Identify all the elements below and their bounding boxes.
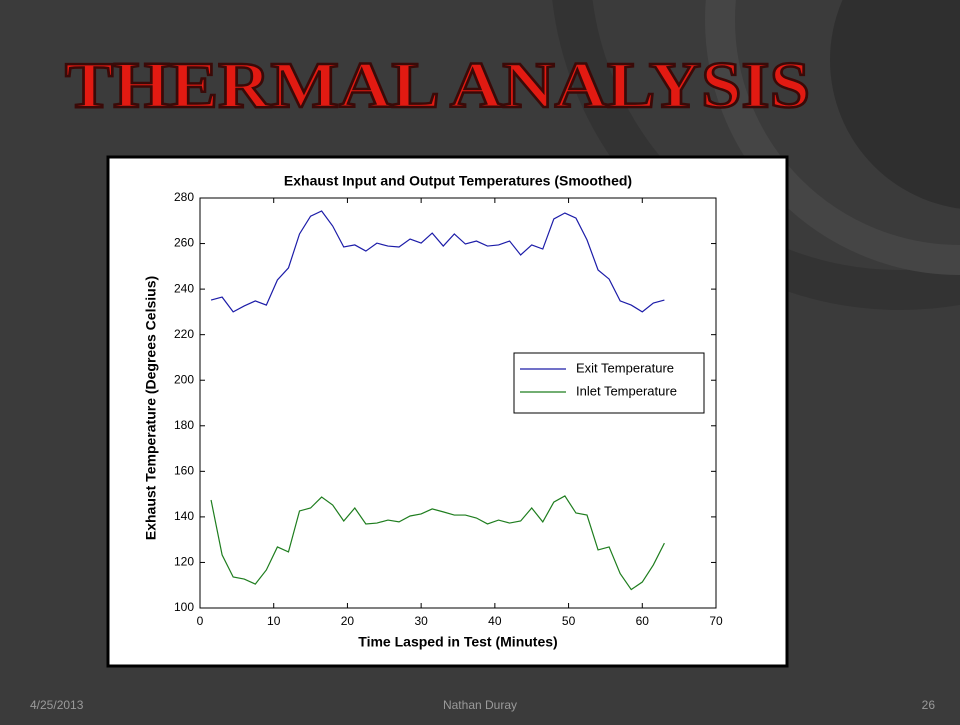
series-line	[210, 210, 665, 313]
y-tick-label: 280	[174, 190, 194, 204]
y-tick-label: 180	[174, 418, 194, 432]
x-tick-label: 70	[709, 614, 723, 628]
x-tick-label: 0	[197, 614, 204, 628]
y-tick-label: 120	[174, 555, 194, 569]
decoration	[552, 0, 960, 310]
slide-title: THERMAL ANALYSIS	[65, 49, 810, 122]
y-tick-label: 140	[174, 509, 194, 523]
x-tick-label: 10	[267, 614, 281, 628]
y-tick-label: 220	[174, 327, 194, 341]
y-axis-label: Exhaust Temperature (Degrees Celsius)	[143, 276, 159, 540]
x-axis-label: Time Lasped in Test (Minutes)	[358, 634, 557, 650]
y-tick-label: 260	[174, 236, 194, 250]
y-tick-label: 100	[174, 600, 194, 614]
plot-box	[199, 197, 717, 609]
legend-label: Exit Temperature	[576, 360, 674, 375]
footer-page: 26	[922, 698, 936, 712]
legend-box	[513, 352, 705, 414]
y-tick-label: 200	[174, 372, 194, 386]
footer-author: Nathan Duray	[443, 698, 517, 712]
x-tick-label: 20	[341, 614, 355, 628]
y-tick-label: 160	[174, 464, 194, 478]
footer-date: 4/25/2013	[30, 698, 84, 712]
legend-label: Inlet Temperature	[576, 383, 677, 398]
decoration	[830, 0, 960, 209]
x-tick-label: 60	[636, 614, 650, 628]
chart-title: Exhaust Input and Output Temperatures (S…	[284, 173, 632, 189]
series-line	[210, 495, 665, 591]
decoration	[705, 0, 960, 275]
x-tick-label: 30	[414, 614, 428, 628]
x-tick-label: 50	[562, 614, 576, 628]
x-tick-label: 40	[488, 614, 502, 628]
y-tick-label: 240	[174, 281, 194, 295]
